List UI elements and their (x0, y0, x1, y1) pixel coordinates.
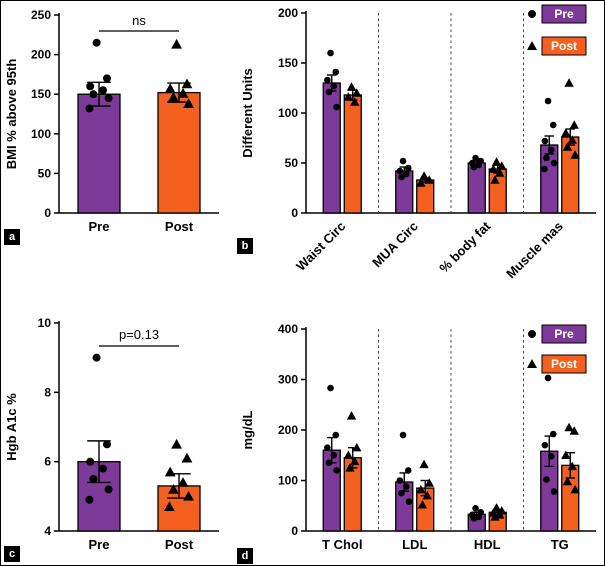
svg-text:Muscle mas: Muscle mas (503, 219, 566, 282)
legend-circle-marker (528, 330, 536, 338)
svg-text:100: 100 (278, 106, 298, 120)
svg-text:% body fat: % body fat (436, 218, 494, 276)
svg-text:10: 10 (38, 316, 52, 330)
svg-text:8: 8 (44, 385, 51, 399)
scatter-points (324, 374, 580, 522)
svg-text:Pre: Pre (89, 537, 110, 552)
axis-labels: 0 50 100 150 200 250 BMI % above 95th Pre Post (4, 8, 194, 234)
svg-text:Pre: Pre (89, 219, 110, 234)
significance-annotation: p=0.13 (99, 327, 179, 347)
svg-text:p=0.13: p=0.13 (119, 327, 159, 342)
svg-text:150: 150 (31, 87, 51, 101)
legend-swatch-pre (541, 324, 587, 344)
svg-text:200: 200 (31, 48, 51, 62)
svg-text:300: 300 (278, 373, 298, 387)
svg-text:ns: ns (132, 13, 146, 28)
svg-text:Post: Post (165, 219, 194, 234)
svg-text:LDL: LDL (402, 537, 427, 552)
panel-a-chart: 0 50 100 150 200 250 BMI % above 95th Pre Post ns (4, 8, 219, 234)
significance-annotation: ns (99, 13, 179, 32)
svg-text:0: 0 (291, 524, 298, 538)
scatter-points (85, 38, 194, 113)
bars (77, 91, 201, 214)
legend: Pre Post (527, 324, 587, 374)
legend-swatch-pre (541, 4, 587, 24)
scatter-points (85, 353, 194, 512)
bars (77, 461, 201, 532)
axis-labels: 0 50 100 150 200 Different Units Waist Circ MUA… (240, 6, 566, 281)
svg-text:Pre: Pre (554, 7, 574, 21)
svg-text:6: 6 (44, 455, 51, 469)
axis-labels: 0 100 200 300 400 mg/dL T Chol LDL HDL TG (240, 322, 569, 552)
legend-circle-marker (528, 10, 536, 18)
svg-text:Hgb A1c %: Hgb A1c % (4, 393, 19, 461)
legend-triangle-marker (527, 41, 537, 50)
svg-text:100: 100 (278, 474, 298, 488)
svg-text:Pre: Pre (554, 327, 574, 341)
svg-text:4: 4 (44, 524, 51, 538)
category-separators (378, 329, 524, 531)
legend-triangle-marker (527, 359, 537, 368)
svg-text:50: 50 (285, 156, 299, 170)
legend: Pre Post (527, 4, 587, 56)
scatter-points (324, 49, 580, 187)
category-separators (378, 13, 524, 213)
svg-text:Post: Post (551, 39, 577, 53)
legend-swatch-post (541, 36, 587, 56)
panel-label-b: b (237, 238, 253, 254)
svg-text:0: 0 (291, 206, 298, 220)
panel-label-c: c (4, 546, 20, 562)
panel-c-chart: 4 6 8 10 Hgb A1c % Pre Post p=0.13 (4, 316, 219, 552)
svg-text:400: 400 (278, 322, 298, 336)
svg-text:HDL: HDL (474, 537, 501, 552)
svg-text:100: 100 (31, 127, 51, 141)
svg-text:mg/dL: mg/dL (240, 410, 255, 449)
panel-label-a: a (4, 229, 20, 245)
axis-labels: 4 6 8 10 Hgb A1c % Pre Post (4, 316, 194, 552)
svg-text:MUA Circ: MUA Circ (369, 219, 421, 271)
legend-swatch-post (541, 354, 587, 374)
svg-text:Post: Post (165, 537, 194, 552)
svg-text:TG: TG (551, 537, 569, 552)
svg-text:BMI % above 95th: BMI % above 95th (4, 59, 19, 170)
panel-label-d: d (237, 548, 253, 564)
svg-text:Different Units: Different Units (240, 68, 255, 158)
error-bars (326, 435, 576, 518)
svg-text:50: 50 (38, 166, 52, 180)
svg-text:Post: Post (551, 357, 577, 371)
svg-text:200: 200 (278, 423, 298, 437)
svg-text:250: 250 (31, 8, 51, 22)
svg-text:Waist Circ: Waist Circ (293, 219, 348, 274)
svg-text:150: 150 (278, 56, 298, 70)
panel-d-chart: 0 100 200 300 400 mg/dL T Chol LDL HDL TG Pre Post (240, 322, 596, 552)
svg-text:T Chol: T Chol (322, 537, 362, 552)
svg-text:0: 0 (44, 206, 51, 220)
panel-b-chart: 0 50 100 150 200 Different Units Waist Circ MUA… (240, 4, 596, 281)
bars (322, 82, 580, 214)
svg-text:200: 200 (278, 6, 298, 20)
